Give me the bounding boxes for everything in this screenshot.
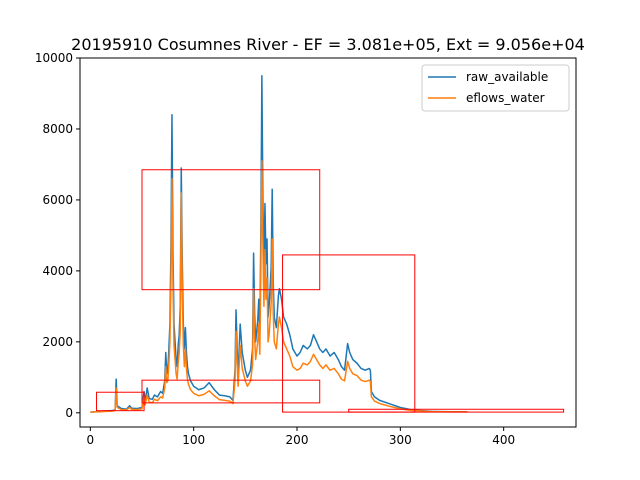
- y-tick-label: 4000: [42, 264, 73, 278]
- series-line-raw_available: [90, 74, 468, 413]
- x-tick-label: 0: [87, 433, 95, 447]
- annotation-box-5: [348, 408, 565, 413]
- x-axis: 0 100 200 300 400: [87, 427, 515, 447]
- y-tick-label: 8000: [42, 122, 73, 136]
- y-tick-label: 10000: [35, 51, 73, 65]
- series-line-eflows_water: [90, 160, 468, 414]
- chart-title: 20195910 Cosumnes River - EF = 3.081e+05…: [71, 35, 585, 54]
- legend-label-raw_available: raw_available: [466, 70, 548, 84]
- plot-frame: [79, 57, 577, 428]
- legend-box: [421, 64, 570, 112]
- annotation-box-4: [282, 254, 416, 413]
- y-tick-label: 2000: [42, 335, 73, 349]
- annotation-box-1: [96, 391, 145, 412]
- legend: raw_available eflows_water: [421, 64, 570, 112]
- y-tick-label: 0: [65, 406, 73, 420]
- x-tick-label: 100: [182, 433, 205, 447]
- annotation-box-2: [141, 169, 321, 291]
- plot-area: [90, 74, 565, 414]
- x-tick-label: 300: [389, 433, 412, 447]
- annotation-box-3: [141, 379, 321, 404]
- x-tick-label: 400: [492, 433, 515, 447]
- legend-label-eflows_water: eflows_water: [466, 91, 545, 105]
- y-axis: 0 2000 4000 6000 8000 10000: [35, 51, 80, 420]
- y-tick-label: 6000: [42, 193, 73, 207]
- x-tick-label: 200: [286, 433, 309, 447]
